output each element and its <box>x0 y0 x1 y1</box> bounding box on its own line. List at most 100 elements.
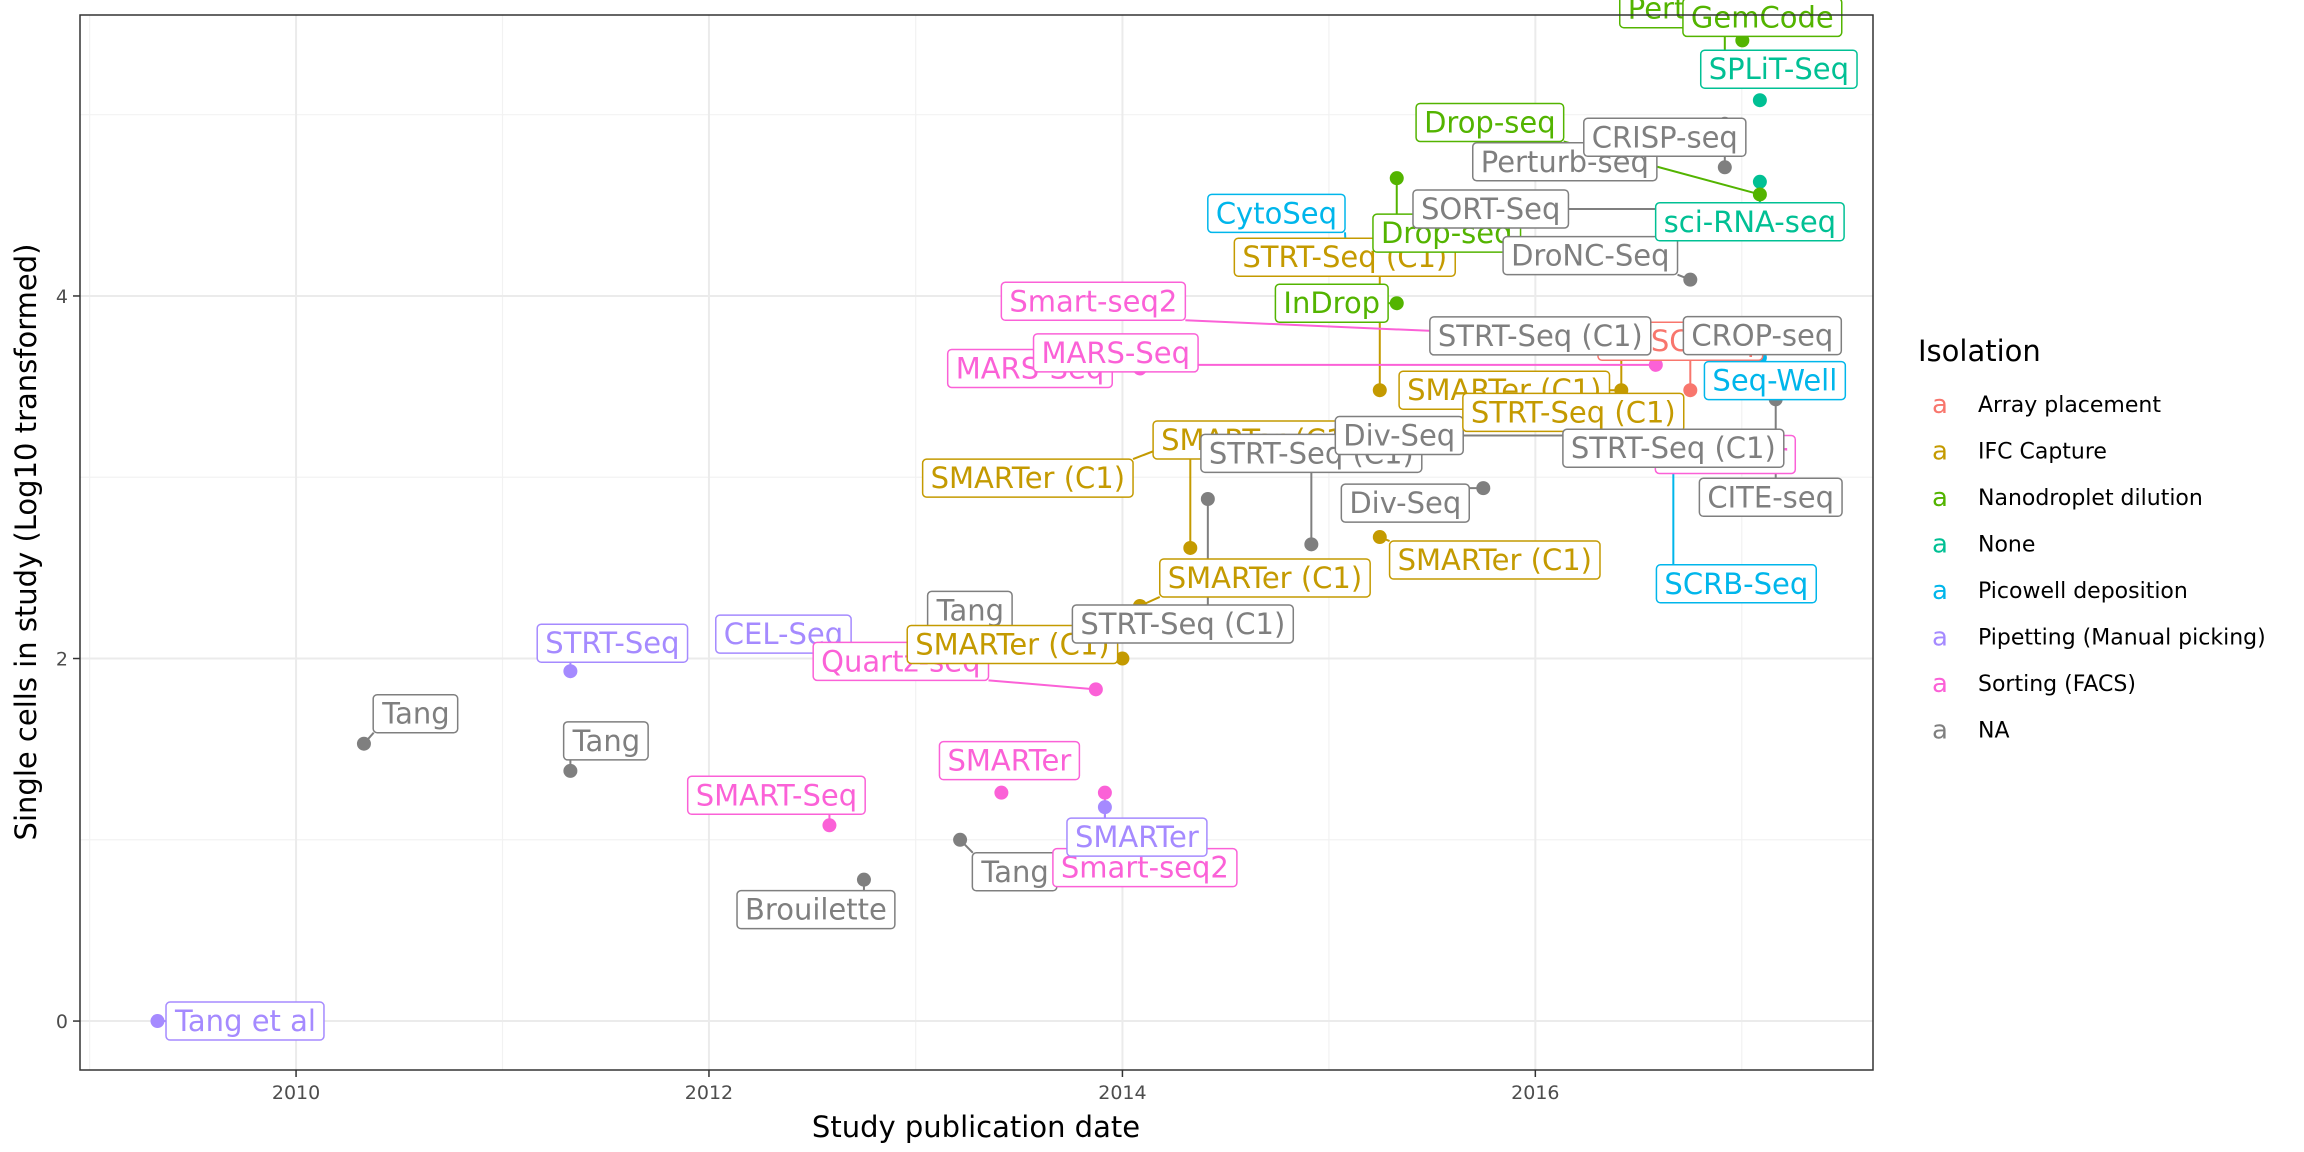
point-label: SMARTer <box>1066 817 1208 857</box>
data-point <box>1304 537 1319 552</box>
point-label-box <box>1655 564 1818 604</box>
data-point <box>1372 530 1387 545</box>
data-point <box>1389 171 1404 186</box>
point-label-text: STRT-Seq (C1) <box>1080 607 1285 641</box>
y-tick-label: 2 <box>56 649 68 671</box>
point-label: Tang <box>926 590 1013 631</box>
legend: Isolation a Array placement a IFC Capture a Na… <box>1918 334 2266 746</box>
data-point <box>563 763 578 778</box>
point-label-box <box>1071 604 1295 644</box>
data-point <box>1476 481 1491 496</box>
point-label-box <box>1562 428 1785 468</box>
data-point <box>1752 93 1767 108</box>
point-label: Tang et al <box>165 1001 325 1041</box>
data-point <box>1717 160 1732 175</box>
point-label-text: Div-Seq <box>1349 486 1461 520</box>
point-label-text: Brouilette <box>745 893 887 927</box>
point-label-box <box>921 458 1134 498</box>
point-label-text: SMARTer (C1) <box>1168 561 1362 595</box>
minor-grid <box>80 15 1873 1070</box>
y-axis-title: Single cells in study (Log10 transformed… <box>9 244 43 841</box>
point-label: STRT-Seq (C1) <box>1429 316 1652 356</box>
point-label: Tang <box>562 721 649 761</box>
point-label-box <box>1274 283 1389 323</box>
data-point <box>1097 785 1112 800</box>
point-label-box <box>1388 540 1601 580</box>
point-label: Seq-Well <box>1703 360 1847 401</box>
point-label: InDrop <box>1274 283 1389 323</box>
legend-entry-label: Array placement <box>1978 393 2161 418</box>
label-connector <box>988 679 1096 691</box>
point-label-text: STRT-Seq <box>545 626 679 660</box>
x-axis-ticks: 2010 2012 2014 2016 <box>272 1070 1560 1104</box>
data-point <box>822 818 837 833</box>
point-label: SMART-Seq <box>686 775 866 816</box>
point-label-box <box>1703 360 1847 401</box>
point-label-box <box>562 721 649 761</box>
data-point <box>1648 357 1663 372</box>
point-label-text: SMART-Seq <box>696 778 857 812</box>
point-label-text: SPLiT-Seq <box>1709 52 1849 86</box>
data-point <box>1683 383 1698 398</box>
point-label: SORT-Seq <box>1412 189 1570 229</box>
data-point <box>1683 272 1698 287</box>
point-label-text: sci-RNA-seq <box>1664 205 1836 239</box>
point-label-box <box>372 693 459 734</box>
point-label-box <box>1032 333 1199 373</box>
point-label-box <box>1429 316 1652 356</box>
legend-title: Isolation <box>1918 334 2041 368</box>
data-point <box>1115 651 1130 666</box>
point-label-box <box>1066 817 1208 857</box>
point-label-text: STRT-Seq (C1) <box>1471 395 1676 429</box>
data-point <box>563 664 578 679</box>
point-label-text: SMARTer (C1) <box>931 461 1125 495</box>
point-label-box <box>1682 0 1843 38</box>
x-axis-title: Study publication date <box>812 1110 1140 1144</box>
point-label-text: InDrop <box>1283 286 1380 320</box>
y-axis-ticks: 0 2 4 <box>56 286 80 1033</box>
point-label-text: Tang <box>572 724 640 758</box>
point-label-text: Tang <box>381 697 449 731</box>
x-tick-label: 2016 <box>1511 1082 1559 1104</box>
point-label: Perturb-seq <box>1471 142 1658 182</box>
data-point <box>150 1014 165 1029</box>
legend-entry-label: Pipetting (Manual picking) <box>1978 626 2266 651</box>
point-label-text: SORT-Seq <box>1421 192 1560 226</box>
point-label-box <box>1682 315 1843 356</box>
point-label: STRT-Seq (C1) <box>1562 428 1785 468</box>
point-label: Smart-seq2 <box>1000 281 1187 322</box>
point-label-box <box>1415 102 1565 143</box>
legend-key: a <box>1932 623 1948 653</box>
point-label: MARS-Seq <box>1032 333 1199 373</box>
data-point <box>1752 174 1767 189</box>
data-point <box>856 872 871 887</box>
legend-entry-label: Nanodroplet dilution <box>1978 486 2203 511</box>
data-point <box>1389 296 1404 311</box>
data-point <box>1097 800 1112 815</box>
point-label-box <box>686 775 866 816</box>
point-label: SPLiT-Seq <box>1699 49 1858 89</box>
point-label-text: CITE-seq <box>1707 480 1834 514</box>
point-label-text: CRISP-seq <box>1592 120 1738 154</box>
point-label-text: SMARTer (C1) <box>1398 543 1592 577</box>
legend-entry-label: None <box>1978 533 2035 558</box>
legend-key: a <box>1932 669 1948 699</box>
legend-entry-label: Picowell deposition <box>1978 579 2188 604</box>
point-labels: Tang et al Tang Tang STRT-Seq SMART-Seq CEL-S… <box>165 0 1858 1041</box>
point-label-box <box>1340 483 1470 523</box>
point-label-text: Tang et al <box>174 1004 316 1038</box>
point-label-text: Seq-Well <box>1712 364 1837 398</box>
point-label-box <box>1654 202 1845 242</box>
point-label-text: DroNC-Seq <box>1511 239 1669 273</box>
point-label-text: Smart-seq2 <box>1009 284 1177 318</box>
legend-entry-label: Sorting (FACS) <box>1978 672 2136 697</box>
legend-entry-label: IFC Capture <box>1978 440 2107 465</box>
point-label: Div-Seq <box>1334 415 1464 456</box>
point-label-text: CROP-seq <box>1691 319 1833 353</box>
point-label: Drop-seq <box>1415 102 1565 143</box>
legend-key: a <box>1932 390 1948 420</box>
point-label: STRT-Seq <box>536 623 689 663</box>
y-tick-label: 4 <box>56 286 68 308</box>
point-label: GemCode <box>1682 0 1843 38</box>
